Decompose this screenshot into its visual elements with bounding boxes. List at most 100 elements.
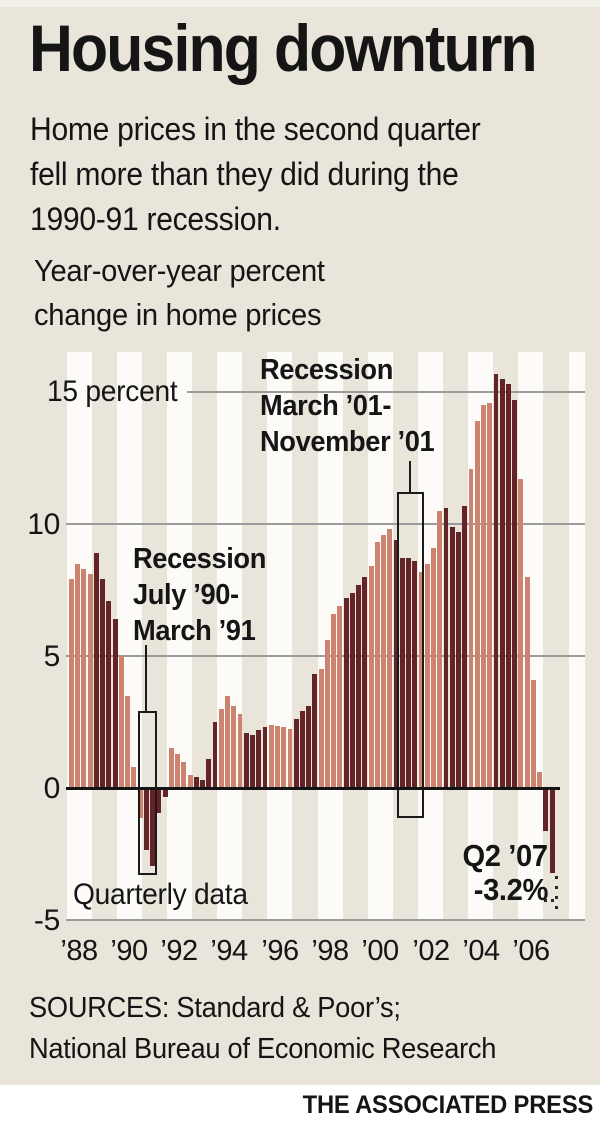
recession-1990-line: Recession bbox=[133, 543, 266, 575]
bar-1993q2 bbox=[200, 780, 205, 788]
bar-2005q2 bbox=[499, 378, 505, 788]
bar-1990q1 bbox=[118, 656, 124, 788]
bar-2002q1 bbox=[418, 571, 424, 788]
bar-1997q1 bbox=[293, 719, 299, 788]
measure-label: Year-over-year percent change in home pr… bbox=[34, 249, 343, 337]
bar-2001q3 bbox=[406, 558, 411, 788]
bar-2001q4 bbox=[412, 560, 418, 788]
chart-subtitle: Home prices in the second quarter fell m… bbox=[30, 107, 509, 242]
bar-1989q1 bbox=[93, 553, 99, 788]
latest-dotted-line bbox=[544, 899, 547, 902]
sources-line: SOURCES: Standard & Poor’s; bbox=[29, 992, 401, 1024]
bar-2003q2 bbox=[449, 526, 455, 788]
recession-1990-leader-line bbox=[145, 645, 147, 711]
bar-1995q2 bbox=[250, 735, 255, 788]
bar-2003q4 bbox=[462, 505, 468, 788]
bar-1991q2 bbox=[150, 789, 156, 866]
bar-2000q3 bbox=[381, 534, 387, 788]
bar-2002q4 bbox=[437, 510, 443, 788]
bar-1992q4 bbox=[187, 774, 193, 788]
bar-2005q1 bbox=[493, 373, 499, 788]
latest-dotted-line bbox=[555, 896, 558, 899]
zero-baseline bbox=[66, 787, 560, 790]
bar-2006q1 bbox=[518, 479, 524, 788]
bar-2004q4 bbox=[487, 402, 493, 788]
year-stripe bbox=[166, 352, 192, 920]
year-stripe bbox=[267, 352, 293, 920]
bar-1997q4 bbox=[312, 674, 318, 788]
recession-2001-annotation: Recession March ’01- November ’01 bbox=[260, 352, 445, 460]
page-title-text: Housing downturn bbox=[29, 11, 538, 85]
latest-point-callout: Q2 ’07 -3.2% bbox=[395, 839, 549, 907]
bar-2005q3 bbox=[506, 384, 511, 788]
bar-1990q4 bbox=[137, 789, 143, 819]
year-stripe bbox=[568, 352, 585, 920]
subtitle-line: fell more than they did during the bbox=[30, 156, 459, 192]
bar-2007q2 bbox=[549, 789, 555, 874]
bar-1999q1 bbox=[343, 597, 349, 788]
x-axis-label-92: ’92 bbox=[160, 935, 198, 967]
gridline--5 bbox=[66, 919, 585, 921]
bar-2001q1 bbox=[393, 539, 399, 788]
latest-dotted-line bbox=[551, 899, 554, 902]
bar-2002q3 bbox=[431, 547, 436, 788]
bar-2004q1 bbox=[468, 468, 474, 788]
year-stripe bbox=[217, 352, 243, 920]
x-axis-label-06: ’06 bbox=[512, 935, 550, 967]
bar-2004q3 bbox=[481, 405, 486, 788]
bar-1990q3 bbox=[131, 766, 137, 788]
bar-1992q1 bbox=[168, 748, 174, 788]
bar-1993q1 bbox=[193, 777, 199, 788]
recession-2001-line: November ’01 bbox=[260, 426, 435, 458]
bar-1998q2 bbox=[324, 640, 330, 788]
quarterly-data-note: Quarterly data bbox=[73, 878, 248, 911]
y-axis-label-10: 10 bbox=[27, 508, 60, 541]
latest-dotted-line bbox=[555, 906, 558, 909]
recession-2001-box bbox=[397, 492, 424, 818]
bar-1999q3 bbox=[356, 584, 362, 788]
recession-2001-leader-line bbox=[409, 461, 411, 492]
sources-note: SOURCES: Standard & Poor’s; National Bur… bbox=[29, 988, 526, 1070]
bar-2005q4 bbox=[512, 399, 518, 788]
bar-1993q3 bbox=[206, 758, 212, 788]
recession-1990-line: March ’91 bbox=[133, 615, 256, 647]
bar-1995q1 bbox=[243, 732, 249, 788]
bar-1999q2 bbox=[349, 592, 355, 788]
bar-1997q2 bbox=[299, 711, 305, 788]
bar-2006q3 bbox=[530, 679, 536, 788]
recession-1990-box bbox=[137, 711, 157, 875]
bar-1995q3 bbox=[256, 729, 262, 788]
x-axis-label-98: ’98 bbox=[311, 935, 349, 967]
bar-1994q1 bbox=[218, 708, 224, 788]
subtitle-line: Home prices in the second quarter bbox=[30, 111, 481, 147]
latest-dotted-line bbox=[555, 876, 558, 879]
bar-1996q1 bbox=[268, 724, 274, 788]
x-axis-label-02: ’02 bbox=[412, 935, 450, 967]
bar-2006q4 bbox=[537, 772, 543, 788]
subtitle-line: 1990-91 recession. bbox=[30, 201, 281, 237]
y-axis-label-15-percent: 15 percent bbox=[47, 375, 178, 408]
bar-2006q2 bbox=[524, 576, 530, 788]
x-axis-label-94: ’94 bbox=[210, 935, 248, 967]
bar-2003q3 bbox=[456, 531, 461, 788]
bar-1994q4 bbox=[237, 714, 243, 788]
x-axis-label-90: ’90 bbox=[110, 935, 148, 967]
bar-2000q2 bbox=[374, 542, 380, 788]
y-axis-label-neg5: -5 bbox=[33, 904, 60, 937]
recession-1990-line: July ’90- bbox=[133, 579, 239, 611]
bar-1998q4 bbox=[337, 605, 343, 788]
bar-1988q3 bbox=[81, 568, 87, 788]
bar-2000q1 bbox=[368, 566, 374, 788]
bar-1989q4 bbox=[112, 619, 118, 788]
x-axis-label-96: ’96 bbox=[261, 935, 299, 967]
bar-2002q2 bbox=[424, 563, 430, 788]
credit-text: THE ASSOCIATED PRESS bbox=[302, 1091, 594, 1119]
measure-line: Year-over-year percent bbox=[34, 253, 325, 288]
bar-1989q3 bbox=[106, 600, 112, 788]
bar-1991q3 bbox=[156, 789, 162, 813]
bar-1991q4 bbox=[162, 789, 168, 797]
bar-1997q3 bbox=[306, 706, 312, 788]
latest-dotted-line bbox=[555, 886, 558, 889]
